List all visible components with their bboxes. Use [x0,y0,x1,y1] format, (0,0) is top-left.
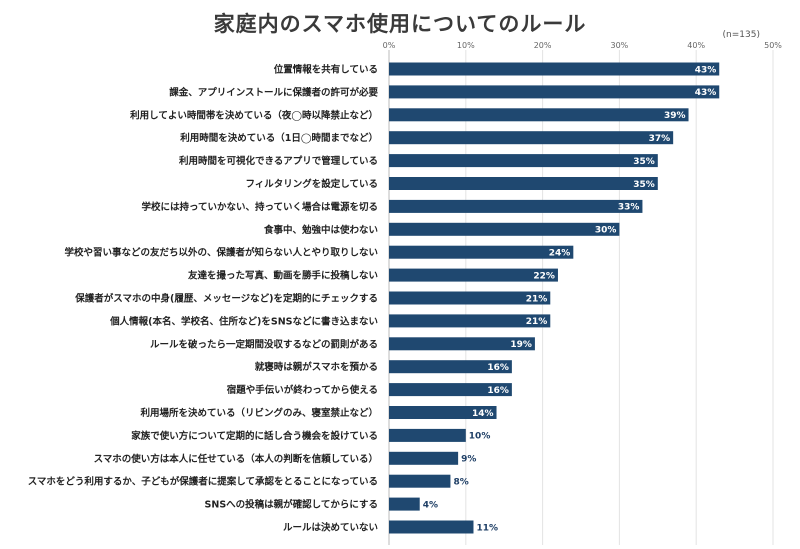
data-label: 39% [664,111,686,121]
category-label: 利用時間を可視化できるアプリで管理している [178,155,378,167]
data-label: 4% [423,500,438,510]
category-label: ルールは決めていない [283,522,378,534]
bar [389,497,420,511]
bar [389,291,551,305]
data-label: 16% [487,363,509,373]
bar [389,314,551,328]
category-label: 食事中、勉強中は使わない [263,224,378,236]
bar [389,245,574,259]
data-label: 22% [533,271,555,281]
sample-size-note: (n=135) [722,30,760,40]
x-tick-label: 0% [383,41,396,50]
data-label: 35% [633,180,655,190]
data-label: 30% [595,226,617,236]
data-label: 8% [453,478,468,488]
data-label: 11% [476,523,498,533]
bar [389,154,658,168]
bar [389,108,689,122]
bar [389,131,674,145]
category-label: 利用時間を決めている（1日◯時間までなど） [179,132,378,144]
bar [389,85,720,99]
category-label: 学校には持っていかない、持っていく場合は電源を切る [141,201,378,213]
data-label: 37% [649,134,671,144]
data-label: 19% [510,340,532,350]
bar [389,222,620,236]
bar [389,474,451,488]
category-label: 学校や習い事などの友だち以外の、保護者が知らない人とやり取りしない [64,247,378,259]
bar [389,406,497,419]
bar [389,451,459,465]
chart-title: 家庭内のスマホ使用についてのルール [213,12,587,36]
bar [389,199,643,213]
category-label: 宿題や手伝いが終わってから使える [227,384,378,396]
bar [389,383,512,397]
category-label: ルールを破ったら一定期間没収するなどの罰則がある [150,338,378,350]
x-tick-label: 20% [534,41,552,50]
category-label: 友達を撮った写真、動画を勝手に投稿しない [187,270,378,282]
category-label: SNSへの投稿は親が確認してからにする [205,499,378,511]
data-label: 33% [618,203,640,213]
category-label: 利用してよい時間帯を決めている（夜◯時以降禁止など） [129,109,378,121]
category-label: スマホをどう利用するか、子どもが保護者に提案して承認をとることになっている [28,476,378,488]
category-label: 保護者がスマホの中身(履歴、メッセージなど)を定期的にチェックする [74,293,378,305]
data-label: 9% [461,455,476,465]
x-tick-label: 50% [764,41,782,50]
category-label: 利用場所を決めている（リビングのみ、寝室禁止など） [139,407,378,419]
x-tick-label: 10% [457,41,475,50]
data-label: 21% [526,317,548,327]
category-label: フィルタリングを設定している [245,178,378,190]
data-label: 21% [526,294,548,304]
category-label: 課金、アプリインストールに保護者の許可が必要 [169,86,378,98]
data-label: 10% [469,432,491,442]
data-label: 24% [549,249,571,259]
data-label: 43% [695,65,717,75]
bar [389,360,512,374]
x-tick-label: 30% [611,41,629,50]
bar [389,337,535,351]
bar [389,268,558,282]
data-label: 35% [633,157,655,167]
bar [389,62,720,76]
category-label: 位置情報を共有している [274,64,378,76]
data-label: 14% [472,409,494,419]
category-label: 就寝時は親がスマホを預かる [255,361,378,373]
category-label: 個人情報(本名、学校名、住所など)をSNSなどに書き込まない [109,315,378,327]
bar [389,177,658,190]
x-tick-label: 40% [687,41,705,50]
category-label: スマホの使い方は本人に任せている（本人の判断を信頼している） [94,453,378,465]
category-label: 家族で使い方について定期的に話し合う機会を設けている [131,430,378,442]
bar [389,428,466,442]
data-label: 16% [487,386,509,396]
data-label: 43% [695,88,717,98]
bar [389,520,474,534]
